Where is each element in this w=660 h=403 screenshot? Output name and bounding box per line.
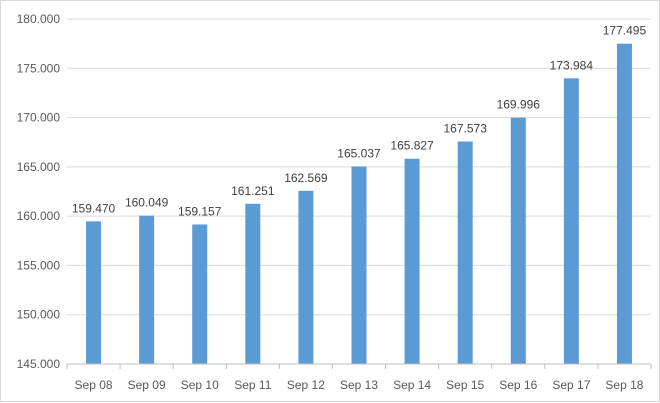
data-labels: 159.470 160.049 159.157 161.251 162.569 165.0… — [72, 24, 647, 219]
data-label-sep-17: 173.984 — [550, 58, 594, 72]
data-label-sep-08: 159.470 — [72, 201, 116, 215]
y-tick-label: 180.000 — [17, 12, 61, 26]
bar-sep-13 — [351, 166, 367, 364]
y-tick-label: 160.000 — [17, 209, 61, 223]
bar-sep-16 — [510, 117, 526, 364]
data-label-sep-14: 165.827 — [390, 139, 434, 153]
y-tick-label: 150.000 — [17, 308, 61, 322]
bar-sep-17 — [563, 78, 579, 364]
data-label-sep-15: 167.573 — [443, 121, 487, 135]
y-tick-label: 170.000 — [17, 111, 61, 125]
data-label-sep-18: 177.495 — [603, 24, 647, 38]
bar-sep-09 — [139, 215, 155, 364]
data-label-sep-16: 169.996 — [497, 98, 541, 112]
y-tick-label: 155.000 — [17, 258, 61, 272]
data-label-sep-13: 165.037 — [337, 146, 381, 160]
axes: 145.000 150.000 155.000 160.000 165.000 170.0… — [17, 12, 652, 392]
x-tick-label: Sep 11 — [234, 378, 271, 392]
x-tick-label: Sep 16 — [499, 378, 537, 392]
bar-sep-08 — [86, 221, 102, 364]
bar-sep-12 — [298, 190, 314, 364]
bar-sep-10 — [192, 224, 208, 364]
bar-sep-14 — [404, 158, 420, 364]
bars — [86, 43, 632, 365]
data-label-sep-12: 162.569 — [284, 171, 328, 185]
data-label-sep-11: 161.251 — [231, 184, 275, 198]
data-label-sep-09: 160.049 — [125, 196, 169, 210]
x-tick-label: Sep 15 — [446, 378, 484, 392]
y-tick-label: 165.000 — [17, 160, 61, 174]
y-tick-label: 175.000 — [17, 61, 61, 75]
x-tick-label: Sep 12 — [287, 378, 325, 392]
x-tick-label: Sep 17 — [552, 378, 590, 392]
data-label-sep-10: 159.157 — [178, 204, 222, 218]
x-tick-label: Sep 14 — [393, 378, 431, 392]
bar-sep-15 — [457, 141, 473, 364]
bar-sep-18 — [616, 43, 632, 365]
x-tick-label: Sep 10 — [181, 378, 219, 392]
x-tick-label: Sep 09 — [128, 378, 166, 392]
x-tick-label: Sep 08 — [75, 378, 113, 392]
y-tick-label: 145.000 — [17, 357, 61, 371]
x-tick-label: Sep 13 — [340, 378, 378, 392]
x-tick-label: Sep 18 — [605, 378, 643, 392]
bar-sep-11 — [245, 203, 261, 364]
